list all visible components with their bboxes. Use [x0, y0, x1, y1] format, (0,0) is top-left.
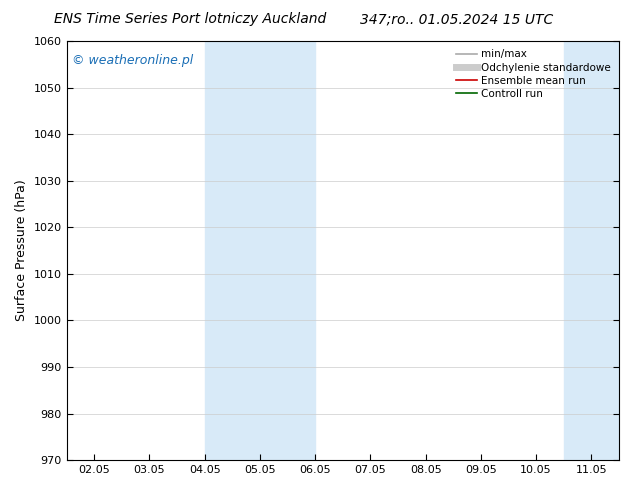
Bar — [564, 41, 634, 460]
Text: © weatheronline.pl: © weatheronline.pl — [72, 53, 193, 67]
Legend: min/max, Odchylenie standardowe, Ensemble mean run, Controll run: min/max, Odchylenie standardowe, Ensembl… — [453, 46, 614, 102]
Y-axis label: Surface Pressure (hPa): Surface Pressure (hPa) — [15, 180, 28, 321]
Text: ENS Time Series Port lotniczy Auckland: ENS Time Series Port lotniczy Auckland — [54, 12, 327, 26]
Bar — [205, 41, 315, 460]
Text: 347;ro.. 01.05.2024 15 UTC: 347;ro.. 01.05.2024 15 UTC — [360, 12, 553, 26]
